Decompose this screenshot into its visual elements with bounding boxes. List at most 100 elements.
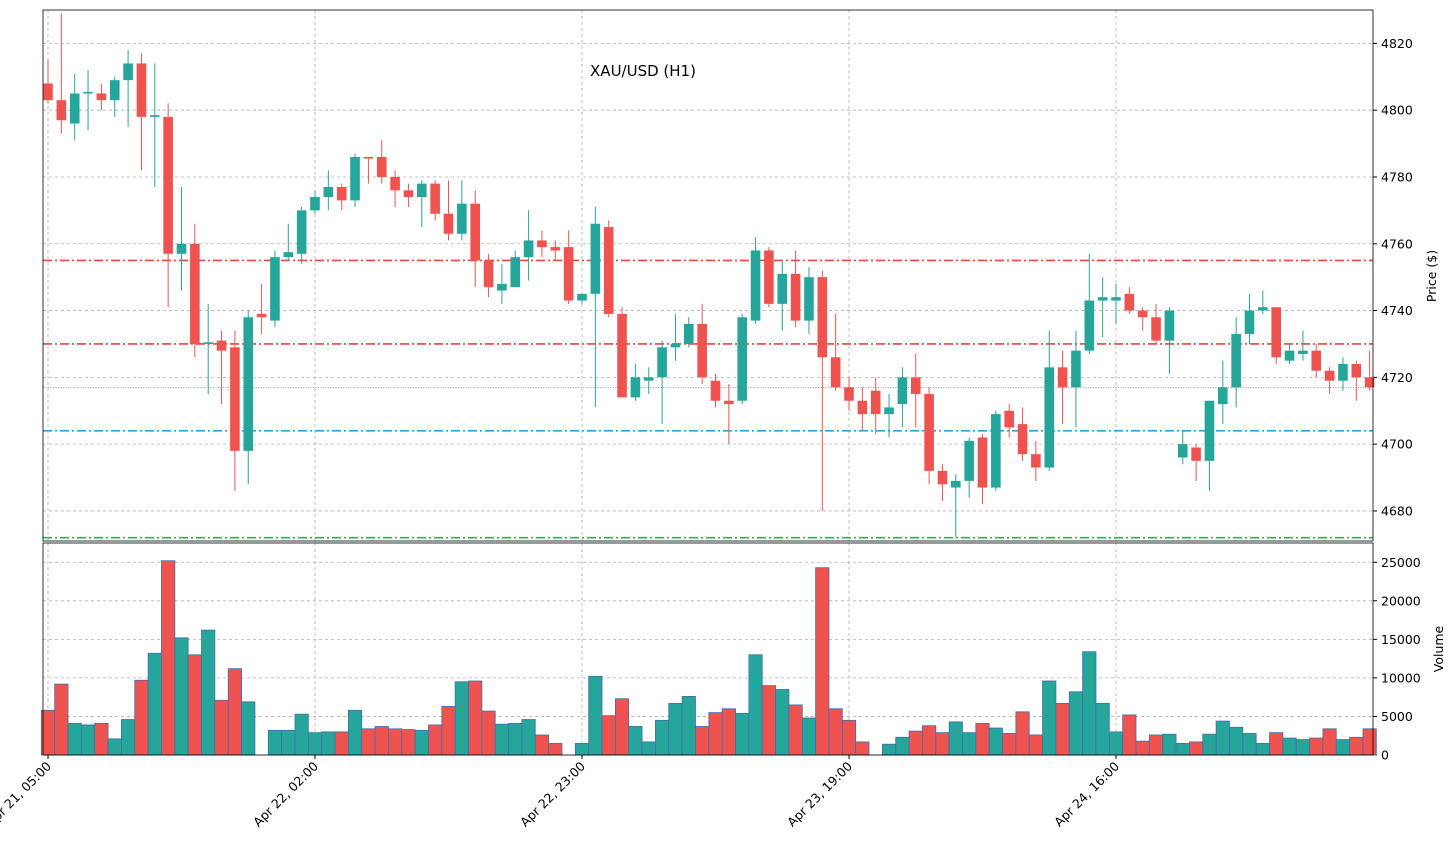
volume-bar [1189, 741, 1204, 756]
candle-body [924, 394, 934, 471]
candle-body [1084, 300, 1095, 351]
volume-bar [1042, 680, 1057, 756]
candle-body [363, 156, 374, 159]
candle-body [563, 247, 574, 301]
volume-bar [414, 729, 429, 756]
volume-bar [775, 689, 790, 756]
volume-bar [935, 732, 950, 756]
candle-body [1004, 410, 1014, 428]
candle-body [1111, 297, 1121, 301]
x-tick-label: Apr 22, 02:00 [250, 758, 321, 829]
candle-body [1244, 310, 1255, 334]
chart-title: XAU/USD (H1) [590, 62, 696, 80]
volume-bar [294, 713, 309, 756]
x-tick-label: Apr 21, 05:00 [0, 758, 54, 829]
candle-body [163, 116, 173, 254]
volume-bar [227, 668, 242, 756]
volume-bar [201, 629, 216, 756]
volume-bar [1242, 733, 1257, 756]
volume-bar [80, 724, 96, 756]
volume-bar [534, 734, 550, 756]
candle-body [296, 210, 307, 254]
volume-bar [695, 726, 710, 756]
candle-body [617, 313, 627, 398]
volume-bar [107, 738, 122, 756]
candle-body [69, 93, 80, 124]
candle-body [1338, 364, 1348, 381]
candle-body [176, 243, 187, 254]
candle-body [1017, 424, 1028, 455]
volume-bar [134, 679, 149, 756]
candle-body [56, 100, 67, 121]
candle-body [1311, 350, 1322, 371]
candle-body [1258, 307, 1268, 311]
x-tick-label: Apr 22, 23:00 [517, 758, 588, 829]
candle-body [243, 317, 254, 451]
candle-body [844, 387, 854, 401]
y-tick-label: 4800 [1381, 103, 1413, 118]
volume-axis-label: Volume [1431, 625, 1446, 672]
volume-bar [908, 730, 923, 756]
volume-bar [1068, 691, 1084, 756]
candle-body [1031, 454, 1041, 468]
volume-bar [428, 724, 443, 756]
volume-bar [1255, 743, 1270, 756]
volume-bar [748, 654, 763, 756]
volume-bar [187, 654, 202, 756]
volume-bar [521, 719, 536, 756]
candle-body [737, 317, 747, 401]
candle-body [123, 63, 133, 81]
candle-body [697, 323, 707, 378]
candle-body [670, 343, 681, 348]
candle-body [83, 91, 93, 94]
y-tick-label: 4680 [1381, 503, 1413, 518]
candle-body [283, 252, 294, 258]
volume-bar [841, 719, 857, 756]
candle-body [216, 340, 227, 351]
volume-bar [147, 652, 162, 756]
y-tick-label: 20000 [1381, 593, 1421, 608]
candle-body [1271, 307, 1281, 358]
volume-bar [307, 732, 323, 756]
volume-bar [815, 567, 830, 756]
candle-body [1298, 350, 1308, 354]
volume-bar [1295, 739, 1310, 756]
candle-body [470, 203, 480, 261]
candle-body [310, 197, 320, 211]
candle-body [550, 247, 561, 251]
y-tick-label: 25000 [1381, 555, 1421, 570]
volume-bar [347, 709, 363, 756]
candle-body [1177, 444, 1188, 458]
candle-body [684, 323, 694, 344]
candle-body [403, 190, 414, 198]
volume-bar [334, 731, 349, 756]
price-frame [42, 9, 1374, 542]
volume-bar [574, 743, 590, 756]
candle-body [230, 347, 240, 451]
volume-bar [1122, 714, 1137, 756]
volume-bar [1362, 728, 1377, 756]
candle-body [817, 277, 828, 358]
candle-body [1137, 310, 1148, 318]
volume-bar [54, 683, 69, 756]
volume-bar [214, 699, 229, 756]
volume-bar [601, 715, 616, 756]
volume-bar [975, 722, 990, 756]
volume-bar [1282, 737, 1297, 756]
volume-bar [241, 701, 256, 756]
y-tick-label: 10000 [1381, 670, 1421, 685]
candle-body [964, 440, 974, 481]
volume-bar [548, 743, 563, 756]
candle-body [1057, 367, 1068, 388]
volume-bar [1002, 733, 1017, 756]
candle-body [910, 377, 921, 395]
candle-body [710, 380, 721, 401]
candle-body [1151, 317, 1161, 341]
volume-bar [161, 560, 176, 756]
volume-bar [761, 685, 776, 756]
candle-body [1044, 367, 1055, 468]
y-tick-label: 4700 [1381, 437, 1413, 452]
candle-body [109, 80, 120, 101]
